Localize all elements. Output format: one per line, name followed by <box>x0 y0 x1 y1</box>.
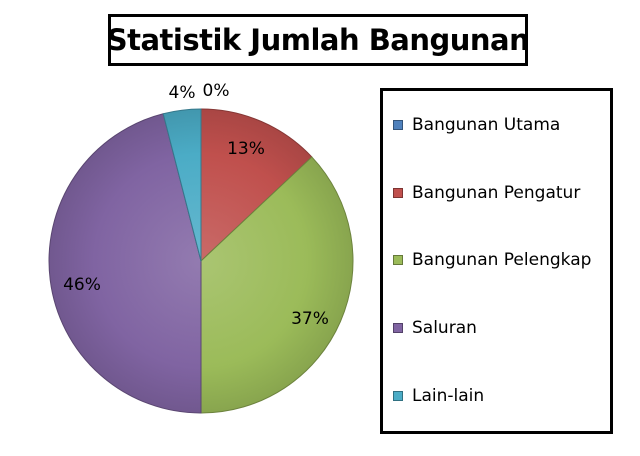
slice-label: 13% <box>227 139 265 159</box>
legend-label: Bangunan Pengatur <box>412 183 581 203</box>
pie-slice <box>48 113 202 414</box>
legend-item: Bangunan Pelengkap <box>393 250 591 270</box>
legend-swatch <box>393 188 403 198</box>
legend-item: Saluran <box>393 318 477 338</box>
legend-swatch <box>393 323 403 333</box>
legend-label: Lain-lain <box>412 386 485 406</box>
legend-label: Bangunan Pelengkap <box>412 250 592 270</box>
slice-label: 4% <box>169 83 196 103</box>
legend-label: Bangunan Utama <box>412 115 561 135</box>
legend-swatch <box>393 255 403 265</box>
legend-item: Bangunan Pengatur <box>393 183 580 203</box>
slice-label: 37% <box>291 309 329 329</box>
pie-slice <box>162 108 202 262</box>
legend-item: Bangunan Utama <box>393 115 560 135</box>
legend-swatch <box>393 120 403 130</box>
legend-label: Saluran <box>412 318 477 338</box>
pie-slice <box>200 108 313 262</box>
chart-title-box: Statistik Jumlah Bangunan <box>106 14 530 66</box>
slice-label: 0% <box>203 81 230 101</box>
pie-labels: 0% 13% 37% 46% 4% <box>63 81 329 329</box>
legend: Bangunan Utama Bangunan Pengatur Banguna… <box>380 88 613 434</box>
slice-label: 46% <box>63 275 101 295</box>
legend-item: Lain-lain <box>393 386 484 406</box>
legend-swatch <box>393 391 403 401</box>
pie-slice <box>200 156 354 414</box>
chart-title: Statistik Jumlah Bangunan <box>106 23 530 57</box>
pie-slices <box>48 108 354 414</box>
